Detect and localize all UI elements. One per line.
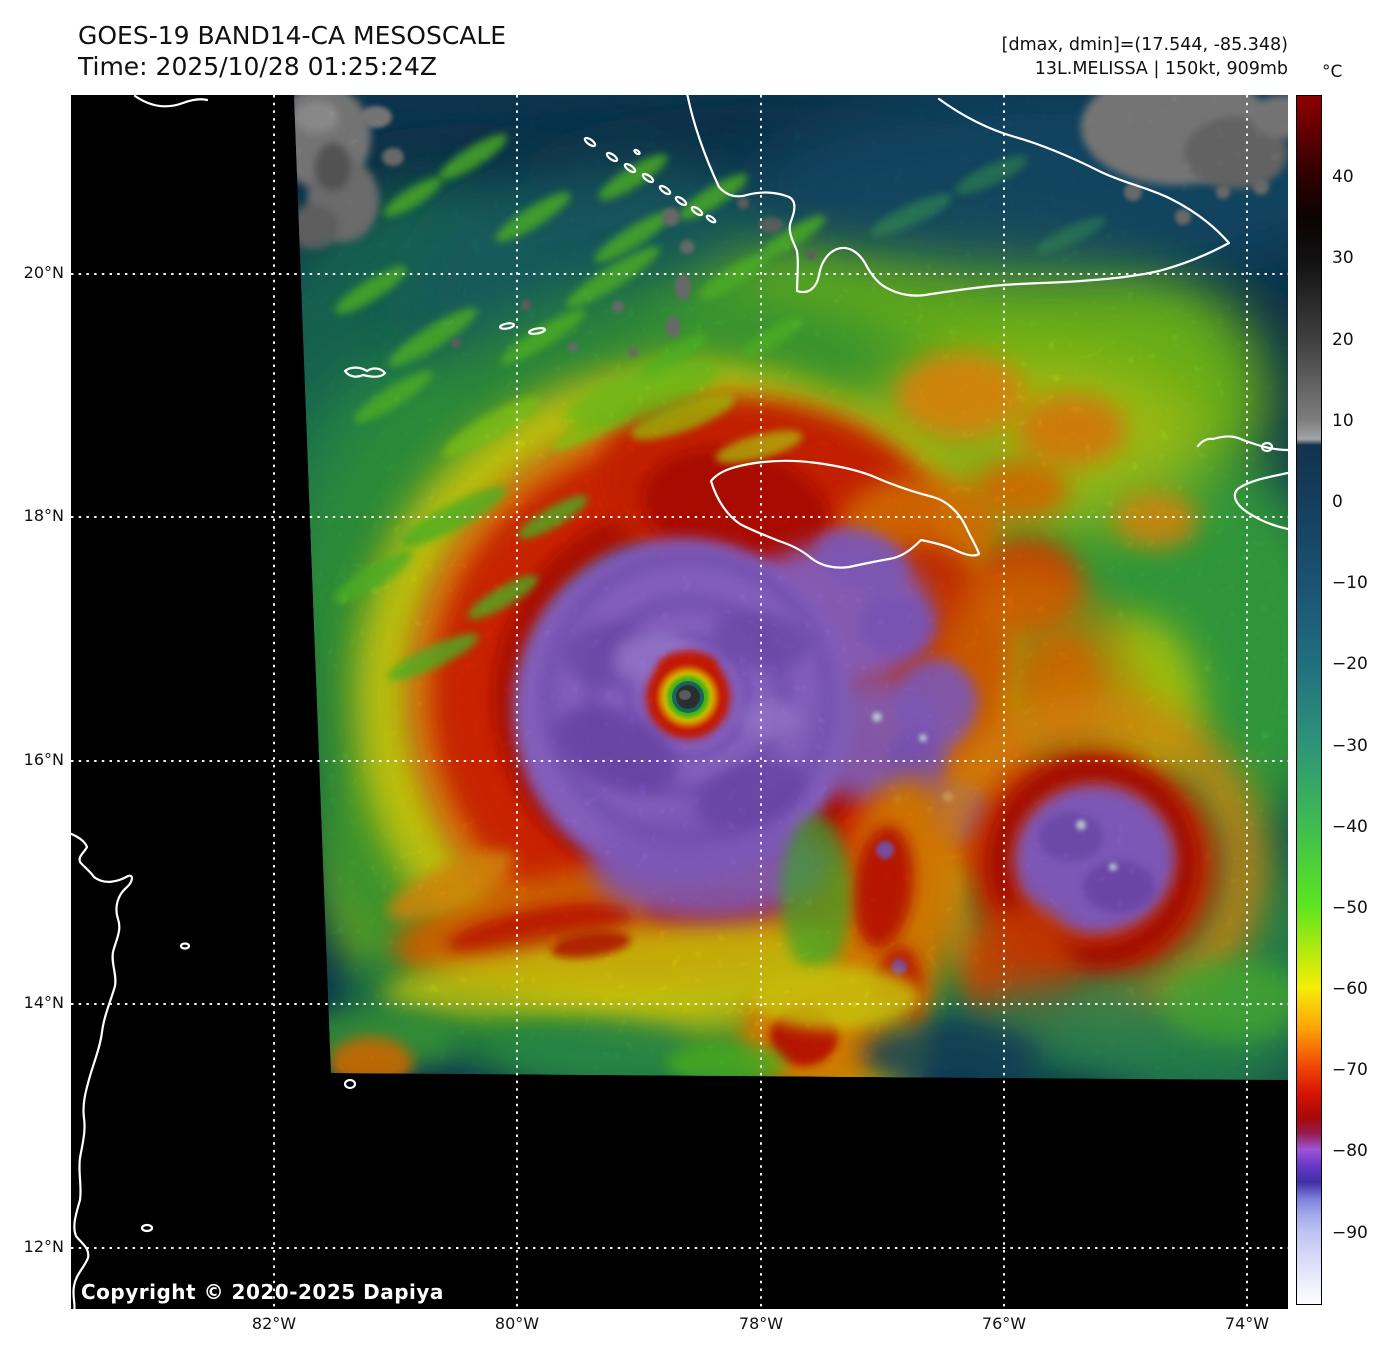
lon-axis-label: 78°W [738, 1314, 784, 1333]
copyright-label: Copyright © 2020-2025 Dapiya [81, 1280, 444, 1304]
grand-cayman-coastline [343, 366, 387, 378]
cloud-field [294, 95, 1288, 1080]
map-timestamp: Time: 2025/10/28 01:25:24Z [78, 52, 437, 81]
yucatan-coastline [133, 95, 209, 108]
colorbar-tick: 10 [1332, 411, 1354, 431]
islet [140, 1223, 154, 1233]
lat-axis-label: 12°N [23, 1237, 64, 1256]
graticule [71, 95, 1288, 1309]
little-cayman [498, 322, 516, 330]
central-america-coastline [71, 832, 133, 1309]
colorbar-tick: 40 [1332, 167, 1354, 187]
colorbar-tick: 30 [1332, 248, 1354, 268]
cays-chain [583, 136, 717, 224]
lat-axis-label: 18°N [23, 506, 64, 525]
coastlines [71, 95, 1288, 1309]
map-title: GOES-19 BAND14-CA MESOSCALE [78, 21, 507, 50]
islet [179, 942, 191, 950]
satellite-map [71, 95, 1288, 1309]
haiti-south-coastline [1233, 471, 1288, 531]
colorbar-tick: −80 [1332, 1141, 1368, 1161]
lat-axis-label: 16°N [23, 750, 64, 769]
haiti-islet [1260, 441, 1274, 453]
colorbar-tick: −50 [1332, 898, 1368, 918]
colorbar-tick: 0 [1332, 492, 1343, 512]
lon-axis-label: 82°W [251, 1314, 297, 1333]
islet [343, 1078, 357, 1090]
jamaica-coastline [709, 459, 981, 569]
lon-axis-label: 80°W [494, 1314, 540, 1333]
lat-axis-label: 20°N [23, 263, 64, 282]
colorbar-tick: −60 [1332, 979, 1368, 999]
colorbar-tick: −40 [1332, 817, 1368, 837]
colorbar-tick: 20 [1332, 330, 1354, 350]
lon-axis-label: 76°W [981, 1314, 1027, 1333]
cuba-coastline [686, 95, 1231, 297]
cayman-brac [528, 327, 546, 335]
colorbar-tick: −20 [1332, 654, 1368, 674]
satellite-imagery [71, 95, 1288, 1309]
lon-axis-label: 74°W [1224, 1314, 1270, 1333]
colorbar-tick: −70 [1332, 1060, 1368, 1080]
header-block: GOES-19 BAND14-CA MESOSCALE Time: 2025/1… [78, 20, 506, 82]
data-range-label: [dmax, dmin]=(17.544, -85.348) [1001, 35, 1288, 55]
lat-axis-label: 14°N [23, 993, 64, 1012]
storm-info-label: 13L.MELISSA | 150kt, 909mb [1034, 59, 1288, 79]
colorbar-tick: −10 [1332, 573, 1368, 593]
info-block: [dmax, dmin]=(17.544, -85.348) 13L.MELIS… [1002, 33, 1288, 81]
colorbar-tick: −90 [1332, 1223, 1368, 1243]
colorbar-tick: −30 [1332, 736, 1368, 756]
haiti-north-coastline [1196, 435, 1288, 452]
colorbar-unit-label: °C [1322, 62, 1343, 82]
colorbar [1296, 95, 1322, 1305]
